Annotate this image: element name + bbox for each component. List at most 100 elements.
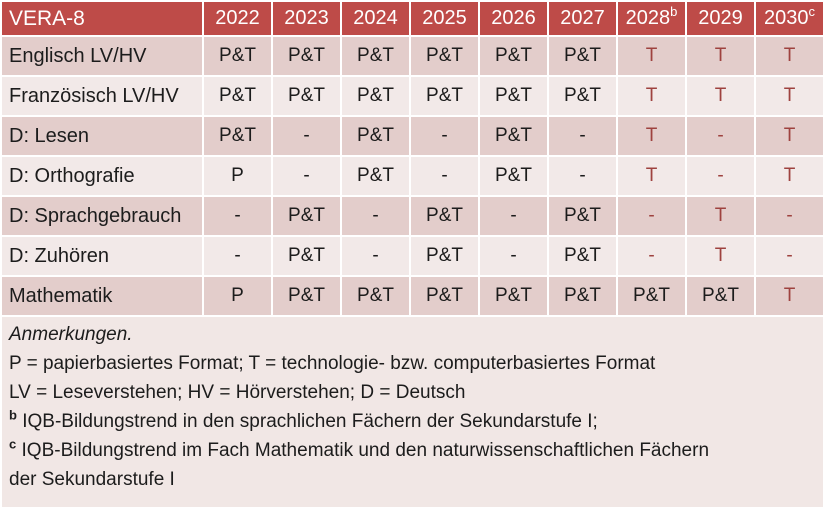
table-cell: - [756,197,823,235]
footnote-c-text: IQB-Bildungstrend im Fach Mathematik und… [9,440,710,490]
row-label: D: Sprachgebrauch [2,197,202,235]
table-cell: - [411,157,478,195]
year-header-2027: 2027 [549,2,616,35]
notes-legend-abbrev: LV = Leseverstehen; HV = Hörverstehen; D… [9,382,466,403]
year-header-2029: 2029 [687,2,754,35]
table-cell: - [273,157,340,195]
footnote-b-text: IQB-Bildungstrend in den sprachlichen Fä… [22,411,598,432]
table-cell: - [204,237,271,275]
year-header-2022: 2022 [204,2,271,35]
year-label: 2022 [215,7,260,29]
table-cell: - [618,237,685,275]
table-cell: T [618,37,685,75]
table-cell: - [618,197,685,235]
notes-footnote-c: c IQB-Bildungstrend im Fach Mathematik u… [9,436,735,494]
schedule-table: VERA-8 2022 2023 2024 2025 2026 2027 2028 b 2029 2… [2,2,823,315]
notes-legend-format: P = papierbasiertes Format; T = technolo… [9,353,656,374]
table-cell: P&T [342,157,409,195]
year-header-2026: 2026 [480,2,547,35]
table-cell: P&T [342,77,409,115]
table-cell: P&T [342,117,409,155]
table-cell: T [756,37,823,75]
notes-footnote-b: b IQB-Bildungstrend in den sprachlichen … [9,407,814,436]
table-cell: - [549,157,616,195]
table-cell: - [687,117,754,155]
table-cell: T [756,277,823,315]
table-cell: P&T [411,237,478,275]
footnote-c-marker: c [9,436,17,452]
table-cell: P&T [342,277,409,315]
table-cell: P&T [411,37,478,75]
row-label: Mathematik [2,277,202,315]
table-cell: P&T [204,37,271,75]
year-header-2030: 2030 c [756,2,823,35]
table-cell: P [204,277,271,315]
row-label: D: Zuhören [2,237,202,275]
year-label: 2027 [560,7,605,29]
table-cell: P&T [411,77,478,115]
year-header-2023: 2023 [273,2,340,35]
table-cell: P&T [549,197,616,235]
row-label: D: Orthografie [2,157,202,195]
table-cell: P&T [480,37,547,75]
year-header-2024: 2024 [342,2,409,35]
table-cell: - [411,117,478,155]
table-cell: - [480,197,547,235]
table-cell: P&T [273,37,340,75]
table-cell: P&T [204,117,271,155]
table-cell: P [204,157,271,195]
table-cell: P&T [273,237,340,275]
table-cell: P&T [480,157,547,195]
table-cell: T [756,77,823,115]
year-label: 2025 [422,7,467,29]
table-cell: T [756,117,823,155]
table-cell: - [687,157,754,195]
year-label: 2026 [491,7,536,29]
table-cell: P&T [480,277,547,315]
year-label: 2023 [284,7,329,29]
table-title-cell: VERA-8 [2,2,202,35]
table-cell: T [687,197,754,235]
table-cell: T [618,77,685,115]
table-cell: - [204,197,271,235]
year-superscript: c [808,4,816,19]
table-cell: T [618,157,685,195]
table-cell: P&T [411,197,478,235]
footnote-b-marker: b [9,407,17,423]
table-cell: P&T [273,277,340,315]
table-cell: P&T [411,277,478,315]
row-label: Französisch LV/HV [2,77,202,115]
table-cell: P&T [342,37,409,75]
table-cell: - [756,237,823,275]
table-cell: P&T [687,277,754,315]
table-cell: P&T [204,77,271,115]
year-superscript: b [670,4,678,19]
table-cell: - [549,117,616,155]
year-label: 2028 [625,7,671,29]
table-cell: - [342,197,409,235]
table-cell: T [756,157,823,195]
notes-section: Anmerkungen. P = papierbasiertes Format;… [2,317,823,507]
table-cell: T [687,77,754,115]
year-label: 2029 [698,7,743,29]
table-cell: - [342,237,409,275]
table-cell: - [480,237,547,275]
row-label: Englisch LV/HV [2,37,202,75]
table-cell: P&T [549,77,616,115]
table-cell: T [687,237,754,275]
year-header-2028: 2028 b [618,2,685,35]
table-cell: - [273,117,340,155]
notes-heading: Anmerkungen. [9,324,133,345]
row-label: D: Lesen [2,117,202,155]
year-label: 2030 [764,7,809,29]
table-cell: P&T [480,117,547,155]
table-cell: P&T [618,277,685,315]
year-header-2025: 2025 [411,2,478,35]
table-cell: T [687,37,754,75]
year-label: 2024 [353,7,398,29]
table-cell: P&T [480,77,547,115]
table-cell: P&T [273,197,340,235]
table-cell: P&T [549,37,616,75]
table-cell: P&T [549,237,616,275]
